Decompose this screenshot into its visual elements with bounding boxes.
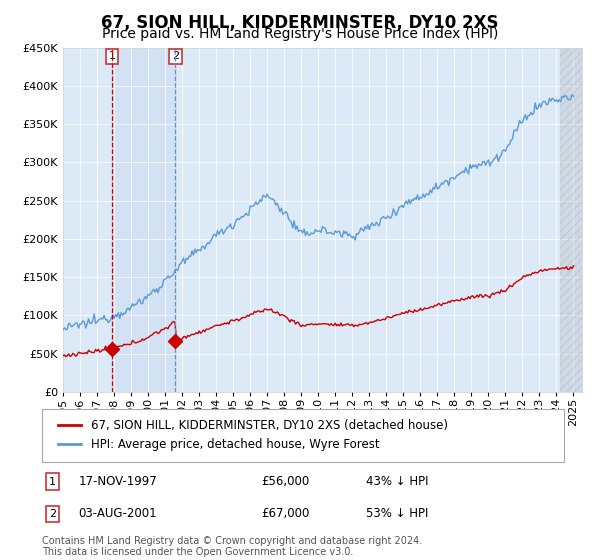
Text: £56,000: £56,000 <box>261 475 310 488</box>
Text: 1: 1 <box>49 477 56 487</box>
FancyBboxPatch shape <box>42 409 564 462</box>
Bar <box>112 48 175 392</box>
Text: Contains HM Land Registry data © Crown copyright and database right 2024.
This d: Contains HM Land Registry data © Crown c… <box>42 535 422 557</box>
Text: 17-NOV-1997: 17-NOV-1997 <box>79 475 157 488</box>
Text: 03-AUG-2001: 03-AUG-2001 <box>79 507 157 520</box>
Text: 2: 2 <box>172 52 179 62</box>
Text: Price paid vs. HM Land Registry's House Price Index (HPI): Price paid vs. HM Land Registry's House … <box>102 27 498 41</box>
Legend: 67, SION HILL, KIDDERMINSTER, DY10 2XS (detached house), HPI: Average price, det: 67, SION HILL, KIDDERMINSTER, DY10 2XS (… <box>53 415 452 456</box>
Text: 67, SION HILL, KIDDERMINSTER, DY10 2XS: 67, SION HILL, KIDDERMINSTER, DY10 2XS <box>101 14 499 32</box>
Text: £67,000: £67,000 <box>261 507 310 520</box>
Text: 53% ↓ HPI: 53% ↓ HPI <box>365 507 428 520</box>
Text: 2: 2 <box>49 509 56 519</box>
Text: 1: 1 <box>109 52 116 62</box>
Bar <box>560 48 582 392</box>
Text: 43% ↓ HPI: 43% ↓ HPI <box>365 475 428 488</box>
